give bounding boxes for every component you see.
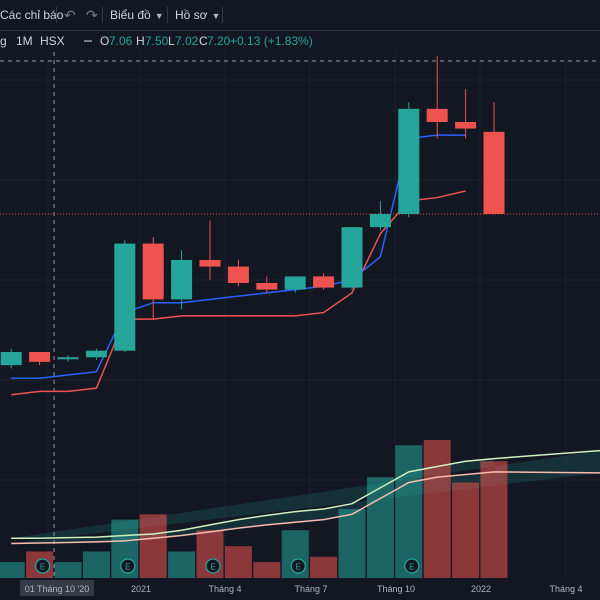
volume-bar (253, 562, 281, 578)
open-key: O (100, 34, 110, 48)
candles (0, 56, 505, 369)
volume-bar (0, 562, 25, 578)
high-key: H (136, 34, 145, 48)
volume-bar (423, 440, 451, 578)
volume-bar (281, 530, 309, 578)
time-axis-bg (0, 578, 600, 600)
volume-bar (54, 562, 82, 578)
earnings-marker-label: E (409, 563, 414, 572)
exchange-label: HSX (40, 34, 65, 48)
volume-bar (338, 509, 366, 578)
volume-bar (480, 461, 508, 578)
candle-body (227, 266, 249, 283)
time-axis: 01 Tháng 10 '20 2021 Tháng 4 Tháng 7 Tháng 1… (0, 578, 600, 600)
volume-ma-band (11, 450, 600, 544)
earnings-marker-label: E (210, 563, 215, 572)
volume-bar (224, 546, 252, 578)
grid (0, 52, 600, 578)
volume-bar (196, 530, 224, 578)
close-value: 7.20 (207, 34, 231, 48)
volume-pane (0, 440, 600, 578)
top-toolbar: Các chỉ báo ↶ ↷ Biểu đồ ▼ Hồ sơ ▼ (0, 0, 600, 31)
earnings-marker-icon (205, 558, 221, 574)
earnings-marker-label: E (125, 563, 130, 572)
earnings-marker-icon (120, 558, 136, 574)
candle-body (114, 243, 136, 351)
volume-ma-slow (11, 471, 600, 545)
candle-body (284, 276, 306, 290)
indicators-button[interactable]: Các chỉ báo (0, 8, 64, 22)
close-key: C (199, 34, 208, 48)
time-tick-label: Tháng 7 (294, 584, 327, 594)
candle-body (398, 108, 420, 214)
high-value: 7.50 (145, 34, 169, 48)
candle-body (426, 108, 448, 122)
toolbar-divider (102, 7, 103, 23)
symbol-name-tail[interactable]: g (0, 34, 7, 48)
earnings-marker-label: E (40, 563, 45, 572)
chart-type-button[interactable]: Biểu đồ ▼ (110, 0, 164, 30)
candle-body (57, 357, 79, 360)
volume-bar (366, 477, 394, 578)
minus-icon[interactable] (84, 40, 92, 42)
low-key: L (168, 34, 175, 48)
candle-body (341, 227, 363, 288)
earnings-marker-icon (404, 558, 420, 574)
candle-body (85, 350, 107, 358)
candle-body (142, 243, 164, 300)
low-value: 7.02 (175, 34, 199, 48)
candle-body (483, 131, 505, 214)
volume-bar (168, 551, 196, 578)
volume-bar (82, 551, 110, 578)
earnings-marker-icon (290, 558, 306, 574)
crosshair-time-badge (20, 580, 94, 596)
time-tick-label: 2022 (471, 584, 491, 594)
volume-ma-fast (11, 449, 600, 539)
candle-body (199, 260, 221, 267)
volume-bar (452, 482, 480, 578)
candle-body (256, 283, 278, 290)
redo-icon[interactable]: ↷ (86, 7, 98, 23)
volume-bar (395, 445, 423, 578)
time-tick-label: Tháng 10 (377, 584, 415, 594)
toolbar-divider (167, 7, 168, 23)
volume-bar (111, 519, 139, 578)
ma-slow-line (11, 190, 466, 396)
time-tick-label: Tháng 4 (208, 584, 241, 594)
time-tick-label: Tháng 4 (549, 584, 582, 594)
earnings-marker-icon (34, 558, 51, 574)
chevron-down-icon: ▼ (211, 11, 221, 21)
crosshair-time-label: 01 Tháng 10 '20 (25, 584, 90, 594)
candle-body (369, 214, 391, 228)
chart-type-label: Biểu đồ (110, 8, 151, 22)
candle-body (0, 352, 22, 366)
volume-bar (139, 514, 167, 578)
toolbar-divider (222, 7, 223, 23)
open-value: 7.06 (109, 34, 133, 48)
profile-label: Hồ sơ (175, 8, 208, 22)
profile-button[interactable]: Hồ sơ ▼ (175, 0, 220, 30)
toolbar-divider (56, 7, 57, 23)
candle-body (455, 122, 477, 129)
moving-averages (11, 134, 466, 396)
ma-fast-line (11, 134, 466, 380)
interval-label[interactable]: 1M (16, 34, 33, 48)
volume-bar (26, 551, 54, 578)
undo-icon[interactable]: ↶ (64, 7, 76, 23)
earnings-marker-label: E (296, 563, 301, 572)
candle-body (29, 352, 51, 362)
candle-body (313, 276, 335, 288)
volume-bar (310, 556, 338, 578)
chevron-down-icon: ▼ (154, 11, 164, 21)
candle-body (171, 260, 193, 300)
change-value: +0.13 (+1.83%) (230, 34, 313, 48)
time-tick-label: 2021 (131, 584, 151, 594)
